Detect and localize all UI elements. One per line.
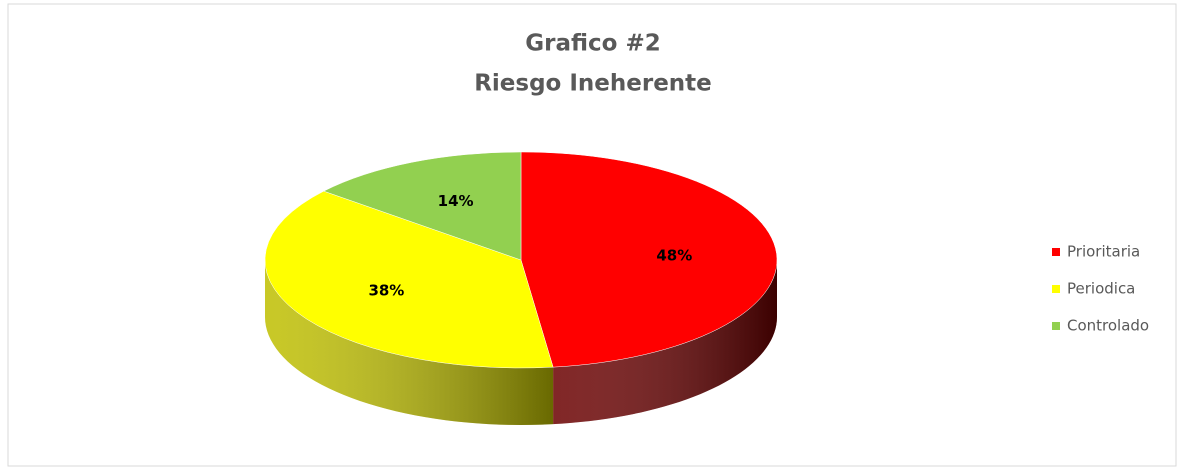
legend-swatch [1052,248,1060,256]
slice [323,151,522,261]
chart-subtitle: Riesgo Ineherente [474,71,712,97]
data-label: 14% [438,192,474,210]
slice [264,190,554,369]
legend-swatch [1052,285,1060,293]
legend-label: Controlado [1067,317,1149,335]
chart-title: Grafico #2 [525,31,661,57]
legend-label: Prioritaria [1067,243,1140,261]
legend-swatch [1052,322,1060,330]
slice-side-shade [553,260,777,425]
slice-side-shade [265,260,554,425]
data-label: 38% [368,282,404,300]
slice [520,151,778,368]
legend-label: Periodica [1067,280,1135,298]
data-label: 48% [656,246,692,264]
